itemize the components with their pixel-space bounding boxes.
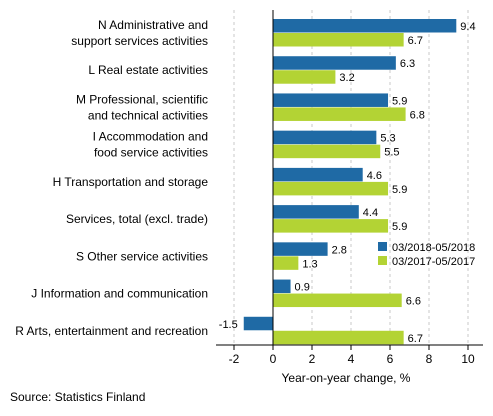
x-tick-label: -2 xyxy=(229,352,240,366)
category-label: R Arts, entertainment and recreation xyxy=(15,324,208,338)
data-label: 2.8 xyxy=(332,244,347,256)
data-label: 6.8 xyxy=(410,109,425,121)
data-label: 6.7 xyxy=(408,35,423,47)
data-label: 5.9 xyxy=(392,184,407,196)
bar-s1-c9 xyxy=(243,316,273,331)
data-label: 5.5 xyxy=(384,147,399,159)
bar-s1-c8 xyxy=(273,279,291,294)
x-tick-label: 8 xyxy=(426,352,433,366)
data-label: 0.9 xyxy=(295,282,310,294)
bar-s2-c8 xyxy=(273,293,402,308)
bar-s1-c7 xyxy=(273,242,328,256)
bar-s1-c2 xyxy=(273,56,396,70)
category-label: N Administrative and xyxy=(98,18,208,32)
bar-s2-c6 xyxy=(273,219,389,233)
data-label: 5.3 xyxy=(380,133,395,145)
legend-swatch xyxy=(378,256,387,265)
data-label: 5.9 xyxy=(392,95,407,107)
x-axis: -2 0 2 4 6 8 10 Year-on-year change, % xyxy=(216,344,483,385)
bar-s1-c1 xyxy=(273,19,457,33)
legend-label: 03/2017-05/2017 xyxy=(392,256,475,268)
x-tick-label: 4 xyxy=(348,352,355,366)
category-label: M Professional, scientific xyxy=(76,92,208,106)
legend: 03/2018-05/2018 03/2017-05/2017 xyxy=(378,242,475,268)
data-label: -1.5 xyxy=(219,319,238,331)
x-tick-label: 6 xyxy=(387,352,394,366)
data-label: 4.6 xyxy=(367,170,382,182)
data-labels: 9.46.76.33.25.96.85.35.54.65.94.45.92.81… xyxy=(219,21,476,345)
data-label: 9.4 xyxy=(460,21,475,33)
bar-s1-c3 xyxy=(273,93,389,107)
data-label: 3.2 xyxy=(339,72,354,84)
data-label: 6.6 xyxy=(406,296,421,308)
x-tick-label: 10 xyxy=(461,352,475,366)
category-label: H Transportation and storage xyxy=(53,175,209,189)
bar-s2-c1 xyxy=(273,33,404,47)
category-label: I Accommodation and xyxy=(93,130,208,144)
bar-s1-c6 xyxy=(273,205,359,219)
bar-s2-c9 xyxy=(273,330,404,345)
category-label: support services activities xyxy=(71,34,208,48)
bar-s2-c3 xyxy=(273,107,406,121)
data-label: 6.3 xyxy=(400,58,415,70)
data-label: 6.7 xyxy=(408,333,423,345)
bar-s2-c5 xyxy=(273,181,389,196)
data-label: 1.3 xyxy=(302,258,317,270)
x-tick-label: 0 xyxy=(270,352,277,366)
category-label: J Information and communication xyxy=(31,287,208,301)
bar-s2-c7 xyxy=(273,256,299,270)
bar-s2-c4 xyxy=(273,144,381,159)
x-axis-title: Year-on-year change, % xyxy=(282,371,411,385)
legend-label: 03/2018-05/2018 xyxy=(392,242,475,254)
data-label: 4.4 xyxy=(363,207,378,219)
category-label: S Other service activities xyxy=(76,249,208,263)
bar-s1-c5 xyxy=(273,167,363,182)
legend-swatch xyxy=(378,242,387,251)
bar-s2-c2 xyxy=(273,70,336,84)
category-labels: N Administrative and support services act… xyxy=(15,18,208,338)
category-label: L Real estate activities xyxy=(88,63,208,77)
category-label: food service activities xyxy=(94,146,208,160)
bar-s1-c4 xyxy=(273,130,377,145)
source-note: Source: Statistics Finland xyxy=(10,390,146,404)
bars xyxy=(243,19,457,345)
data-label: 5.9 xyxy=(392,221,407,233)
category-label: and technical activities xyxy=(88,108,208,122)
x-tick-label: 2 xyxy=(309,352,316,366)
category-label: Services, total (excl. trade) xyxy=(66,212,208,226)
